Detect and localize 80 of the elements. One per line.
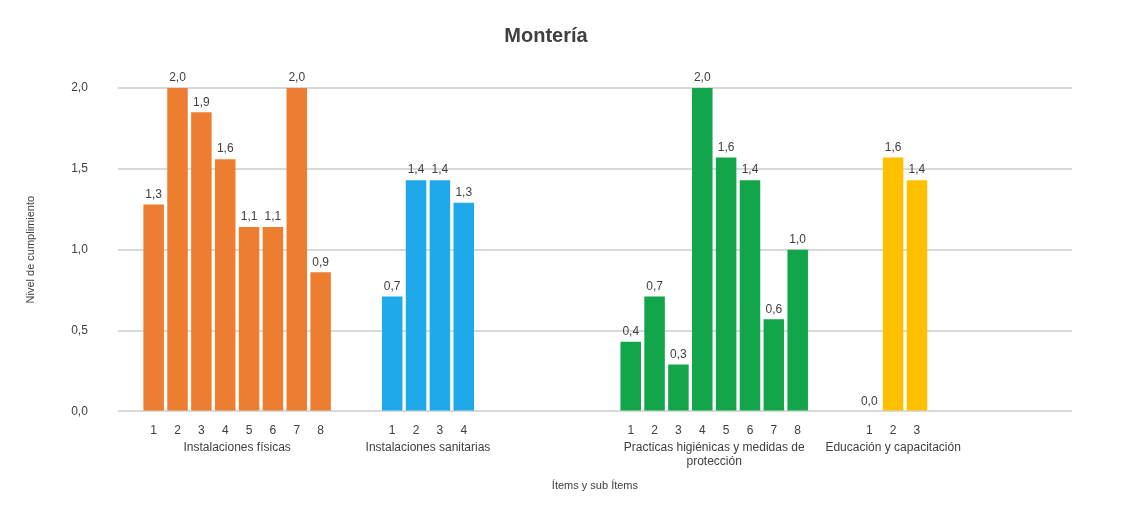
text: Practicas higiénicas y medidas de protección	[623, 439, 805, 468]
data-label: 0,7	[646, 278, 664, 293]
x-tick-label: 3	[675, 422, 683, 437]
bar	[143, 204, 164, 411]
bar	[668, 364, 689, 411]
data-label: 1,6	[884, 139, 902, 154]
data-label: 2,0	[288, 70, 306, 85]
bar	[715, 157, 737, 411]
bar	[882, 157, 904, 411]
bar	[167, 88, 188, 411]
data-label: 0,3	[670, 346, 688, 361]
x-tick-label: 2	[412, 422, 420, 437]
x-tick-label: 6	[746, 422, 754, 437]
x-tick-label: 1	[627, 422, 635, 437]
data-label: 1,6	[216, 141, 234, 156]
chart-title: Montería	[504, 23, 589, 46]
x-tick-label: 2	[651, 422, 659, 437]
text: Instalaciones físicas	[183, 439, 291, 454]
data-label: 1,6	[717, 139, 735, 154]
x-tick-label: 5	[245, 422, 253, 437]
x-tick-label: 1	[865, 422, 873, 437]
x-tick-label: 7	[770, 422, 778, 437]
bar	[214, 159, 236, 411]
bar	[310, 272, 331, 411]
y-tick-label: 1,5	[71, 161, 89, 176]
data-label: 0,4	[622, 324, 640, 339]
y-tick-label: 0,0	[71, 403, 89, 418]
bar	[787, 249, 808, 411]
data-label: 0,6	[765, 301, 783, 316]
data-label: 1,3	[145, 186, 163, 201]
bar	[763, 319, 785, 411]
bar	[405, 180, 427, 411]
data-label: 1,4	[431, 162, 449, 177]
x-tick-label: 4	[221, 422, 229, 437]
bar	[620, 341, 641, 411]
data-label: 1,1	[240, 209, 258, 224]
data-label: 2,0	[169, 70, 187, 85]
data-label: 1,4	[407, 162, 425, 177]
data-label: 1,1	[264, 209, 282, 224]
y-tick-label: 2,0	[71, 80, 89, 95]
bar	[429, 180, 451, 411]
x-tick-label: 1	[388, 422, 396, 437]
data-label: 1,0	[789, 232, 807, 247]
bar	[739, 180, 761, 411]
x-tick-label: 8	[317, 422, 325, 437]
x-tick-label: 2	[174, 422, 182, 437]
y-tick-label: 0,5	[71, 322, 89, 337]
bar	[453, 202, 475, 411]
data-label: 1,9	[193, 94, 211, 109]
bar	[906, 180, 928, 411]
y-tick-label: 1,0	[71, 242, 89, 257]
data-label: 1,4	[908, 162, 926, 177]
data-label: 1,3	[455, 185, 473, 200]
x-tick-label: 3	[198, 422, 206, 437]
x-tick-label: 2	[889, 422, 897, 437]
bar	[191, 112, 212, 411]
data-label: 0,7	[383, 278, 401, 293]
bar	[381, 296, 403, 411]
bar	[238, 227, 260, 411]
data-label: 1,4	[741, 162, 759, 177]
data-label: 0,9	[312, 254, 330, 269]
x-tick-label: 3	[913, 422, 921, 437]
x-tick-label: 8	[794, 422, 802, 437]
x-tick-label: 4	[460, 422, 468, 437]
x-tick-label: 6	[269, 422, 277, 437]
bar	[262, 227, 284, 411]
data-label: 2,0	[693, 70, 711, 85]
text: Instalaciones sanitarias	[365, 439, 491, 454]
text: Educación y capacitación	[825, 439, 961, 454]
x-tick-label: 7	[293, 422, 301, 437]
bar	[644, 296, 665, 411]
data-label: 0,0	[860, 393, 878, 408]
x-tick-label: 1	[150, 422, 158, 437]
x-axis-title: Ítems y sub Ítems	[551, 479, 639, 492]
x-tick-label: 5	[722, 422, 730, 437]
bar	[692, 88, 713, 411]
y-axis-title: Nivel de cumplimiento	[23, 195, 36, 304]
x-tick-label: 3	[436, 422, 444, 437]
x-tick-label: 4	[698, 422, 706, 437]
bar	[286, 88, 308, 411]
